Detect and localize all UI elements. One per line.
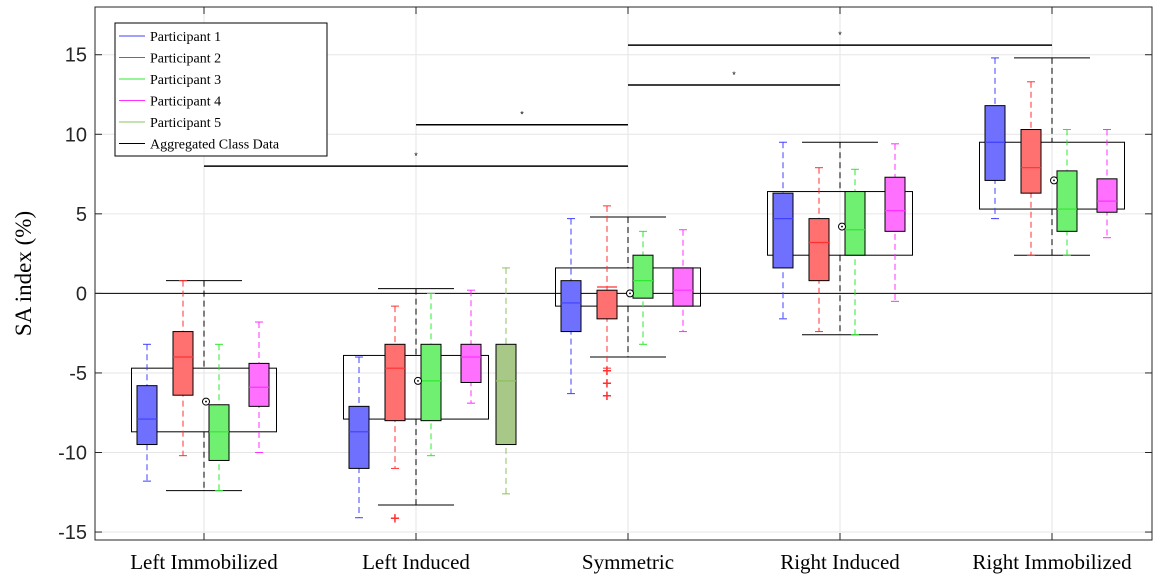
aggregate-box (343, 354, 489, 420)
iqr-box (672, 267, 694, 307)
legend-label: Participant 1 (150, 30, 221, 45)
significance-star: * (838, 30, 842, 40)
participant-box (672, 229, 694, 333)
axes: -15 -10 -5 0 5 10 15 Left Immobilized Left Induc… (58, 6, 1153, 574)
legend: Participant 1 Participant 2 Participant 3 P… (114, 22, 328, 157)
participant-box (348, 356, 370, 519)
legend-box (114, 22, 328, 157)
outlier-marker: + (602, 364, 613, 379)
mean-marker-dot (629, 292, 631, 295)
participant-box (1056, 129, 1078, 256)
iqr-box (596, 289, 618, 320)
legend-label: Aggregated Class Data (150, 138, 280, 153)
y-tick-label: 10 (65, 124, 87, 146)
y-tick-label: 15 (65, 45, 87, 67)
participant-box (172, 280, 194, 457)
iqr-box (1020, 129, 1042, 194)
y-tick-label: -15 (58, 522, 87, 544)
iqr-box (136, 385, 158, 446)
y-tick-label: 5 (76, 204, 87, 226)
iqr-box (632, 254, 654, 299)
legend-label: Participant 2 (150, 52, 221, 67)
participant-box (884, 143, 906, 302)
x-tick-label: Left Induced (362, 550, 470, 574)
iqr-box (984, 105, 1006, 181)
outlier-marker: + (602, 389, 613, 404)
participant-box (984, 57, 1006, 220)
iqr-box (1096, 178, 1118, 213)
y-axis-label: SA index (%) (11, 211, 36, 336)
participant-box (772, 141, 794, 320)
legend-label: Participant 5 (150, 116, 221, 131)
outlier-marker: + (602, 376, 613, 391)
significance-star: * (520, 110, 524, 120)
aggregate-box (979, 141, 1125, 210)
participant-box (844, 168, 866, 336)
mean-marker-dot (841, 225, 843, 228)
iqr-box (772, 192, 794, 269)
x-tick-label: Left Immobilized (130, 550, 278, 574)
mean-marker-dot (205, 400, 207, 403)
iqr-box (808, 218, 830, 282)
iqr-box (208, 404, 230, 461)
x-tick-label: Symmetric (582, 550, 674, 574)
iqr-box (560, 280, 582, 333)
participant-box (208, 343, 230, 492)
y-tick-label: -5 (69, 363, 87, 385)
legend-label: Participant 4 (150, 95, 221, 110)
participant-box (808, 167, 830, 333)
participant-box (1020, 81, 1042, 256)
iqr-box (384, 343, 406, 422)
iqr-box (348, 405, 370, 469)
iqr-box (1056, 170, 1078, 232)
outlier-marker: + (390, 512, 401, 527)
y-tick-label: -10 (58, 442, 87, 464)
participant-box (420, 292, 442, 457)
mean-marker-dot (1053, 179, 1055, 182)
mean-marker-dot (417, 379, 419, 382)
significance-bars: * * * * (204, 30, 1052, 167)
participant-box (1096, 129, 1118, 239)
significance-star: * (414, 151, 418, 161)
iqr-box (420, 343, 442, 422)
x-tick-label: Right Induced (780, 550, 900, 574)
participant-box (632, 230, 654, 345)
participant-box (495, 267, 517, 495)
aggregate-box (131, 367, 277, 433)
plot-area: ++++ (131, 57, 1125, 527)
legend-label: Participant 3 (150, 73, 221, 88)
axes-frame (94, 6, 1153, 541)
participant-box (560, 218, 582, 395)
iqr-box (844, 191, 866, 256)
aggregate-box (555, 267, 701, 307)
iqr-box (248, 362, 270, 407)
participant-box (136, 343, 158, 482)
participant-box: +++ (596, 205, 618, 404)
aggregate-box (767, 191, 913, 256)
iqr-box (884, 176, 906, 232)
participant-box (460, 289, 482, 404)
iqr-box (495, 343, 517, 446)
iqr-box (172, 331, 194, 396)
iqr-box (460, 343, 482, 383)
participant-box (248, 321, 270, 453)
participant-box: + (384, 305, 406, 527)
x-tick-label: Right Immobilized (972, 550, 1132, 574)
significance-star: * (732, 70, 736, 80)
y-tick-label: 0 (76, 283, 87, 305)
